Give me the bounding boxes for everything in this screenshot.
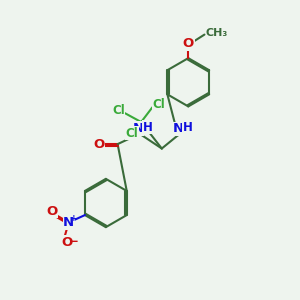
Text: Cl: Cl <box>112 104 125 117</box>
Text: O: O <box>183 37 194 50</box>
Text: N: N <box>63 216 74 229</box>
Text: O: O <box>93 138 104 151</box>
Text: O: O <box>61 236 73 249</box>
Text: N: N <box>133 122 144 135</box>
Text: Cl: Cl <box>125 127 138 140</box>
Text: +: + <box>70 214 78 224</box>
Text: Cl: Cl <box>152 98 165 111</box>
Text: O: O <box>46 205 57 218</box>
Text: H: H <box>143 121 153 134</box>
Text: H: H <box>182 121 192 134</box>
Text: −: − <box>69 235 79 248</box>
Text: CH₃: CH₃ <box>206 28 228 38</box>
Text: N: N <box>172 122 184 135</box>
